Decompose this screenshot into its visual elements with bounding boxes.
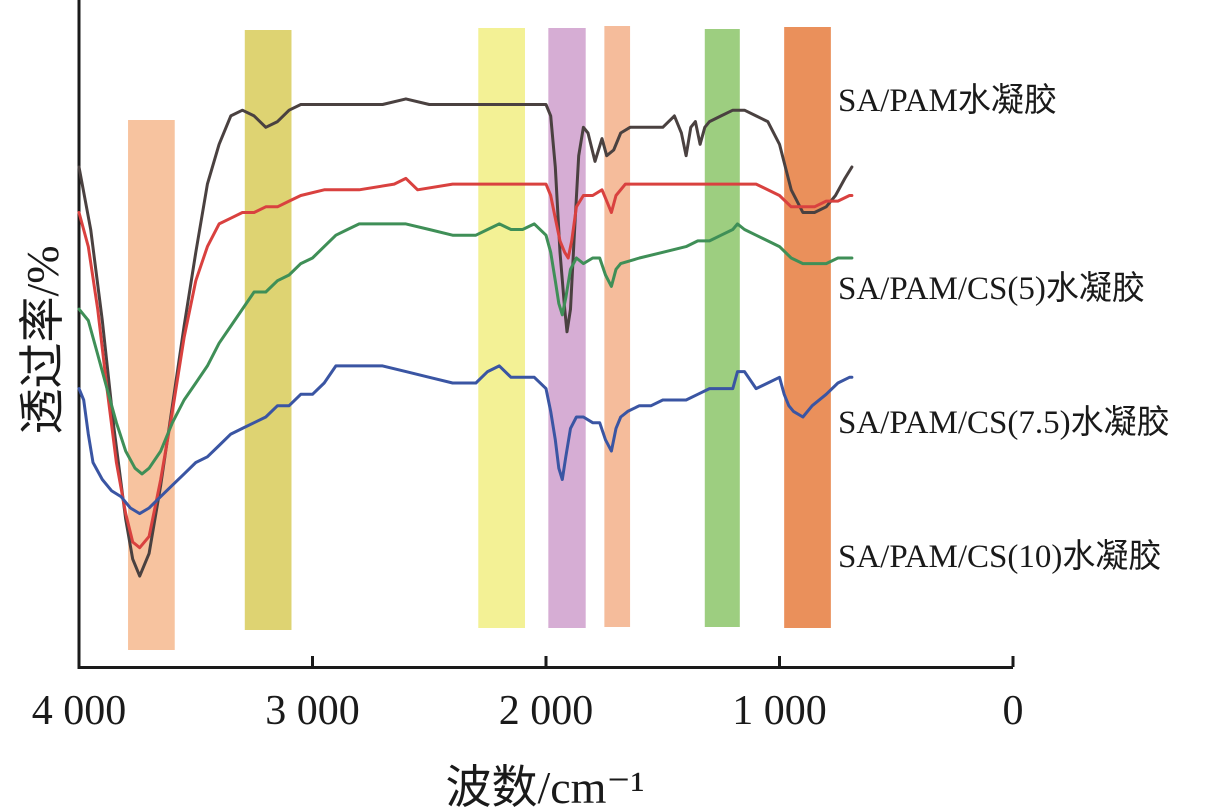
- highlight-bands: [128, 26, 831, 650]
- x-tick-label: 3 000: [265, 688, 360, 734]
- x-tick-label: 0: [1003, 688, 1024, 734]
- highlight-band-5: [604, 26, 631, 627]
- series-line-2: [77, 176, 854, 550]
- series-label-2: SA/PAM/CS(5)水凝胶: [838, 270, 1145, 307]
- y-axis-title: 透过率/%: [17, 245, 68, 434]
- highlight-band-1: [128, 120, 175, 650]
- series-label-3: SA/PAM/CS(7.5)水凝胶: [838, 404, 1170, 441]
- x-ticks: 4 000 3 000 2 000 1 000 0: [32, 656, 1024, 734]
- series-line-4: [77, 364, 854, 516]
- axes: [77, 0, 1013, 669]
- series-label-4: SA/PAM/CS(10)水凝胶: [838, 538, 1161, 575]
- highlight-band-2: [244, 30, 292, 630]
- series-label-1: SA/PAM水凝胶: [838, 82, 1057, 119]
- x-tick-label: 4 000: [32, 688, 127, 734]
- x-tick-label: 1 000: [732, 688, 827, 734]
- x-tick-label: 2 000: [499, 688, 594, 734]
- series-line-3: [77, 222, 854, 476]
- series-labels: SA/PAM水凝胶 SA/PAM/CS(5)水凝胶 SA/PAM/CS(7.5)水凝…: [838, 82, 1170, 575]
- highlight-band-3: [478, 28, 525, 628]
- series-line-1: [77, 97, 854, 578]
- x-axis-title: 波数/cm⁻¹: [445, 762, 644, 812]
- highlight-band-7: [784, 27, 831, 628]
- series-curves: [77, 97, 854, 578]
- highlight-band-6: [704, 29, 740, 627]
